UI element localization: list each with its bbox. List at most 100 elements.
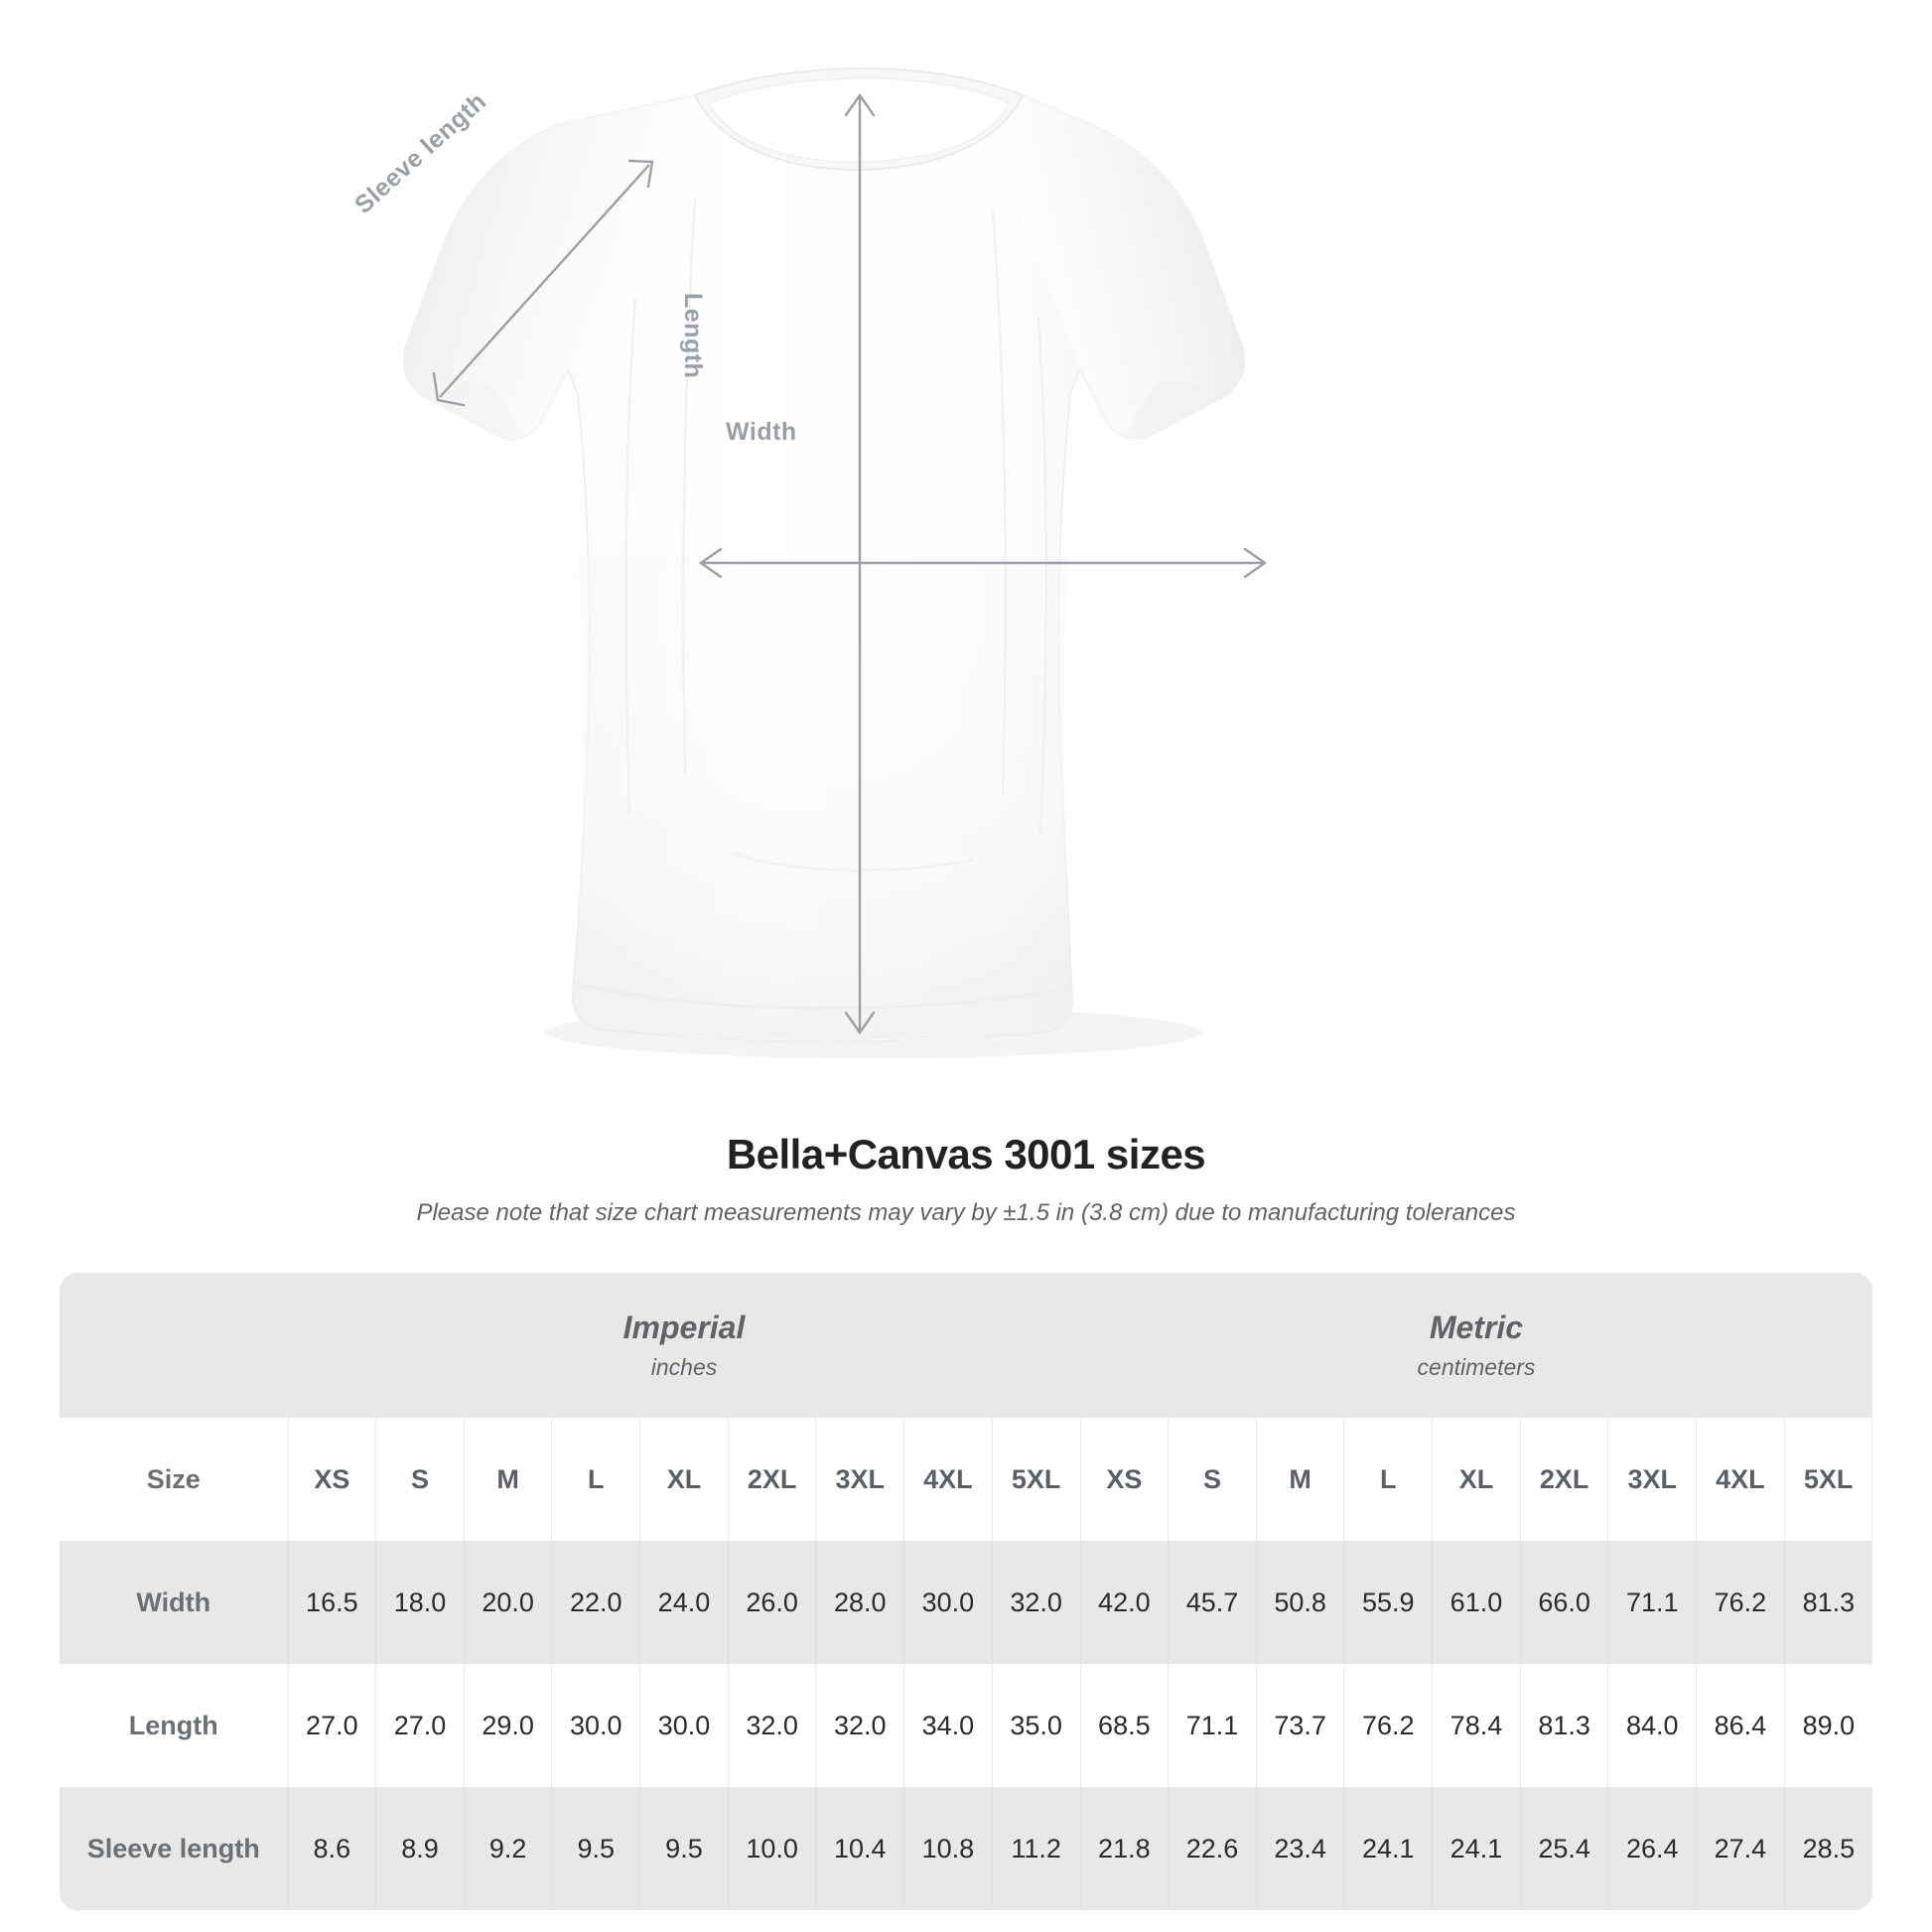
table-row: Sleeve length 8.6 8.9 9.2 9.5 9.5 10.0 1… [60,1787,1872,1910]
cell-length-imperial-l: 30.0 [551,1664,641,1787]
page-title: Bella+Canvas 3001 sizes [726,1131,1206,1177]
cell-width-imperial-s: 18.0 [375,1541,465,1664]
size-header-imperial-3xl: 3XL [815,1418,905,1541]
size-header-metric-l: L [1343,1418,1434,1541]
cell-width-metric-5xl: 81.3 [1783,1541,1872,1664]
tolerance-note: Please note that size chart measurements… [416,1199,1516,1227]
unit-header-imperial: Imperial inches [288,1273,1080,1418]
sleeve-arrowhead-bottom [432,371,466,407]
cell-sleeve-imperial-s: 8.9 [375,1787,465,1910]
width-arrowhead-right [1243,547,1268,579]
width-label: Width [726,418,797,446]
unit-name-imperial: Imperial [622,1310,746,1346]
cell-sleeve-metric-3xl: 26.4 [1607,1787,1698,1910]
unit-header-metric: Metric centimeters [1080,1273,1872,1418]
size-header-metric-5xl: 5XL [1783,1418,1873,1541]
cell-sleeve-metric-2xl: 25.4 [1519,1787,1609,1910]
length-arrowhead-bottom [844,1011,876,1035]
size-header-metric-s: S [1168,1418,1257,1541]
width-arrowhead-left [698,547,723,579]
unit-header-spacer [60,1273,288,1418]
table-row: Length 27.0 27.0 29.0 30.0 30.0 32.0 32.… [60,1664,1872,1787]
cell-length-metric-s: 71.1 [1168,1664,1257,1787]
cell-sleeve-metric-s: 22.6 [1168,1787,1257,1910]
cell-width-metric-xs: 42.0 [1079,1541,1170,1664]
cell-width-metric-3xl: 71.1 [1607,1541,1698,1664]
cell-width-metric-m: 50.8 [1255,1541,1345,1664]
cell-width-imperial-xl: 24.0 [639,1541,729,1664]
cell-width-imperial-4xl: 30.0 [903,1541,993,1664]
cell-length-metric-l: 76.2 [1343,1664,1434,1787]
cell-width-imperial-5xl: 32.0 [991,1541,1081,1664]
dimension-arrows [432,92,1268,1035]
cell-length-imperial-m: 29.0 [463,1664,553,1787]
sleeve-arrowhead-top [627,159,654,189]
size-header-imperial-4xl: 4XL [903,1418,993,1541]
cell-sleeve-metric-4xl: 27.4 [1696,1787,1785,1910]
cell-length-metric-xl: 78.4 [1432,1664,1521,1787]
size-header-row: Size XS S M L XL 2XL 3XL 4XL 5XL XS S M … [60,1418,1873,1541]
size-header-metric-3xl: 3XL [1607,1418,1698,1541]
cell-sleeve-imperial-m: 9.2 [463,1787,553,1910]
cell-sleeve-imperial-l: 9.5 [551,1787,641,1910]
size-header-metric-2xl: 2XL [1519,1418,1609,1541]
shirt-shape [402,68,1246,1042]
cell-width-imperial-3xl: 28.0 [815,1541,905,1664]
unit-sub-imperial: inches [650,1353,718,1380]
size-chart-table: Imperial inches Metric centimeters Size … [60,1273,1873,1910]
size-table-container: Imperial inches Metric centimeters Size … [60,1273,1873,1910]
size-header-metric-xs: XS [1079,1418,1170,1541]
cell-length-imperial-xs: 27.0 [287,1664,377,1787]
cell-length-imperial-xl: 30.0 [639,1664,729,1787]
row-label-width: Width [60,1541,289,1664]
cell-width-imperial-xs: 16.5 [287,1541,377,1664]
cell-length-imperial-4xl: 34.0 [903,1664,993,1787]
cell-length-metric-m: 73.7 [1255,1664,1345,1787]
unit-sub-metric: centimeters [1417,1353,1536,1380]
cell-width-metric-4xl: 76.2 [1696,1541,1785,1664]
row-label-sleeve-length: Sleeve length [60,1787,289,1910]
size-header-metric-4xl: 4XL [1696,1418,1785,1541]
tshirt-svg [402,68,1268,1058]
cell-width-metric-2xl: 66.0 [1519,1541,1609,1664]
cell-width-metric-l: 55.9 [1343,1541,1434,1664]
unit-header-row: Imperial inches Metric centimeters [60,1273,1872,1418]
cell-sleeve-metric-5xl: 28.5 [1783,1787,1872,1910]
cell-width-imperial-2xl: 26.0 [727,1541,817,1664]
cell-length-metric-2xl: 81.3 [1519,1664,1609,1787]
cell-width-metric-xl: 61.0 [1432,1541,1521,1664]
cell-width-imperial-m: 20.0 [463,1541,553,1664]
cell-sleeve-metric-xl: 24.1 [1432,1787,1521,1910]
cell-sleeve-imperial-2xl: 10.0 [727,1787,817,1910]
length-arrowhead-top [844,92,876,117]
cell-length-imperial-5xl: 35.0 [991,1664,1081,1787]
cell-sleeve-imperial-xs: 8.6 [287,1787,377,1910]
unit-name-metric: Metric [1429,1310,1524,1346]
cell-length-metric-3xl: 84.0 [1607,1664,1698,1787]
cell-length-metric-4xl: 86.4 [1696,1664,1785,1787]
cell-width-imperial-l: 22.0 [551,1541,641,1664]
row-label-length: Length [60,1664,289,1787]
cell-length-metric-5xl: 89.0 [1783,1664,1872,1787]
cell-length-imperial-3xl: 32.0 [815,1664,905,1787]
size-header-metric-m: M [1255,1418,1345,1541]
sleeve-arrow-line [439,164,650,398]
size-header-imperial-5xl: 5XL [991,1418,1081,1541]
cell-sleeve-imperial-4xl: 10.8 [903,1787,993,1910]
cell-sleeve-metric-l: 24.1 [1343,1787,1434,1910]
size-header-imperial-xs: XS [287,1418,377,1541]
cell-length-imperial-s: 27.0 [375,1664,465,1787]
cell-sleeve-imperial-3xl: 10.4 [815,1787,905,1910]
size-header-imperial-xl: XL [639,1418,729,1541]
size-header-imperial-s: S [375,1418,465,1541]
table-row: Width 16.5 18.0 20.0 22.0 24.0 26.0 28.0… [60,1541,1872,1664]
tshirt-illustration: Sleeve length Length Width [349,68,1268,1058]
cell-sleeve-imperial-5xl: 11.2 [991,1787,1081,1910]
size-header-imperial-2xl: 2XL [727,1418,817,1541]
length-label: Length [679,293,707,379]
size-header-metric-xl: XL [1432,1418,1521,1541]
cell-length-imperial-2xl: 32.0 [727,1664,817,1787]
cell-sleeve-metric-m: 23.4 [1255,1787,1345,1910]
size-header-imperial-l: L [551,1418,641,1541]
